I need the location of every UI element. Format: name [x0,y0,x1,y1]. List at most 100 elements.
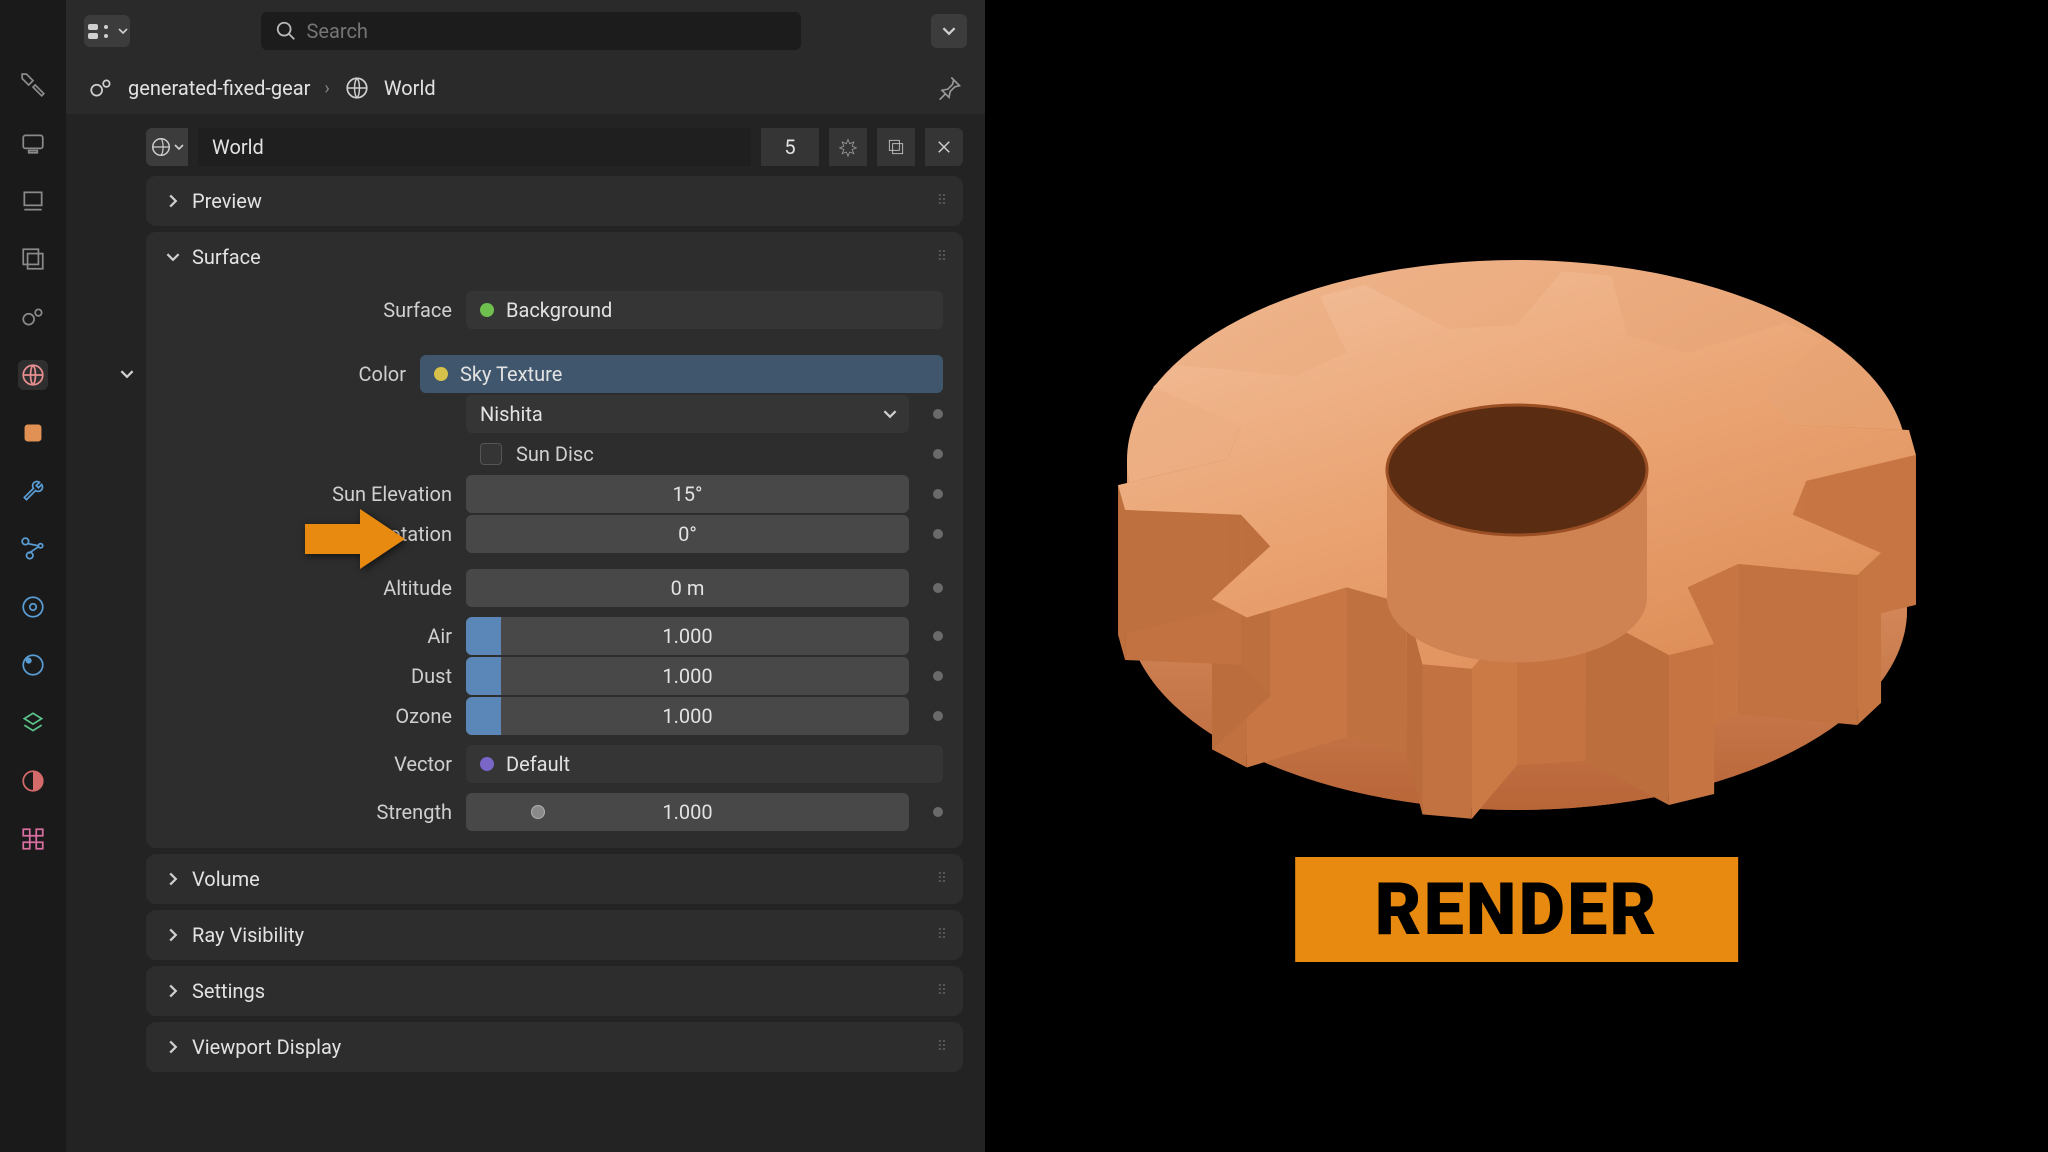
panel-header-preview[interactable]: Preview ⠿ [146,176,963,226]
vector-field[interactable]: Default [466,745,943,783]
panel-header-settings[interactable]: Settings ⠿ [146,966,963,1016]
tab-particles[interactable] [18,534,48,564]
panel-title: Settings [192,979,265,1003]
datablock-users[interactable]: 5 [761,128,819,166]
panel-drag-icon[interactable]: ⠿ [937,1039,949,1055]
unlink-datablock-button[interactable] [925,128,963,166]
anim-dot[interactable] [933,631,943,641]
panel-volume: Volume ⠿ [146,854,963,904]
color-value: Sky Texture [460,362,562,386]
tab-output[interactable] [18,186,48,216]
panel-header-surface[interactable]: Surface ⠿ [146,232,963,282]
sun-rotation-field[interactable]: 0° [466,515,909,553]
sub-chevron-icon[interactable] [120,367,134,381]
panel-ray-visibility: Ray Visibility ⠿ [146,910,963,960]
tab-render[interactable] [18,128,48,158]
dust-slider[interactable]: 1.000 [466,657,909,695]
breadcrumb: generated-fixed-gear › World [66,62,985,114]
panel-title: Surface [192,245,261,269]
label-altitude: Altitude [166,576,466,600]
panel-settings: Settings ⠿ [146,966,963,1016]
datablock-name[interactable] [198,128,751,166]
air-slider[interactable]: 1.000 [466,617,909,655]
sun-disc-checkbox[interactable] [480,443,502,465]
chevron-right-icon [166,872,180,886]
breadcrumb-item[interactable]: generated-fixed-gear [128,76,310,100]
panel-preview: Preview ⠿ [146,176,963,226]
chevron-down-icon [166,250,180,264]
vector-socket-icon [480,757,494,771]
tab-constraints[interactable] [18,650,48,680]
surface-shader-value: Background [506,298,612,322]
anim-dot[interactable] [933,489,943,499]
label-vector: Vector [166,752,466,776]
panel-viewport-display: Viewport Display ⠿ [146,1022,963,1072]
tab-data[interactable] [18,708,48,738]
tab-object[interactable] [18,418,48,448]
label-dust: Dust [166,664,466,688]
tab-material[interactable] [18,766,48,796]
panel-drag-icon[interactable]: ⠿ [937,249,949,265]
editor-type-button[interactable] [84,15,130,47]
label-air: Air [166,624,466,648]
altitude-field[interactable]: 0 m [466,569,909,607]
tab-tool[interactable] [18,70,48,100]
scene-icon [88,75,114,101]
chevron-right-icon [166,1040,180,1054]
anim-dot[interactable] [933,671,943,681]
tab-texture[interactable] [18,824,48,854]
strength-field[interactable]: 1.000 [466,793,909,831]
breadcrumb-sep: › [324,78,329,99]
panel-drag-icon[interactable]: ⠿ [937,871,949,887]
datablock-browse[interactable] [146,128,188,166]
label-surface: Surface [166,298,466,322]
color-field[interactable]: Sky Texture [420,355,943,393]
properties-tabs [0,0,66,1152]
panel-header-volume[interactable]: Volume ⠿ [146,854,963,904]
tab-scene[interactable] [18,302,48,332]
anim-dot[interactable] [933,583,943,593]
shader-socket-icon [480,303,494,317]
tab-viewlayer[interactable] [18,244,48,274]
panel-title: Ray Visibility [192,923,304,947]
search-input[interactable] [307,19,787,43]
tab-world[interactable] [18,360,48,390]
anim-dot[interactable] [933,529,943,539]
anim-dot[interactable] [933,409,943,419]
panel-drag-icon[interactable]: ⠿ [937,193,949,209]
value-socket-icon [531,805,545,819]
breadcrumb-item[interactable]: World [384,76,436,100]
tab-modifiers[interactable] [18,476,48,506]
strength-value: 1.000 [662,800,712,824]
chevron-right-icon [166,194,180,208]
annotation-arrow [300,504,410,578]
panel-header-ray-visibility[interactable]: Ray Visibility ⠿ [146,910,963,960]
anim-dot[interactable] [933,807,943,817]
panel-drag-icon[interactable]: ⠿ [937,983,949,999]
color-socket-icon [434,367,448,381]
sun-elevation-field[interactable]: 15° [466,475,909,513]
label-strength: Strength [166,800,466,824]
label-color: Color [166,362,420,386]
tab-physics[interactable] [18,592,48,622]
chevron-right-icon [166,984,180,998]
panel-title: Preview [192,189,262,213]
pin-icon[interactable] [935,74,963,102]
vector-value: Default [506,752,570,776]
panel-drag-icon[interactable]: ⠿ [937,927,949,943]
world-icon [344,75,370,101]
sky-model-value: Nishita [480,402,543,426]
label-sun-elevation: Sun Elevation [166,482,466,506]
panel-title: Viewport Display [192,1035,341,1059]
chevron-right-icon [166,928,180,942]
ozone-slider[interactable]: 1.000 [466,697,909,735]
options-dropdown[interactable] [931,14,967,48]
panel-header-viewport[interactable]: Viewport Display ⠿ [146,1022,963,1072]
fake-user-button[interactable] [829,128,867,166]
sky-model-select[interactable]: Nishita [466,395,909,433]
surface-shader-field[interactable]: Background [466,291,943,329]
anim-dot[interactable] [933,711,943,721]
anim-dot[interactable] [933,449,943,459]
search-field[interactable] [261,12,801,50]
new-datablock-button[interactable] [877,128,915,166]
